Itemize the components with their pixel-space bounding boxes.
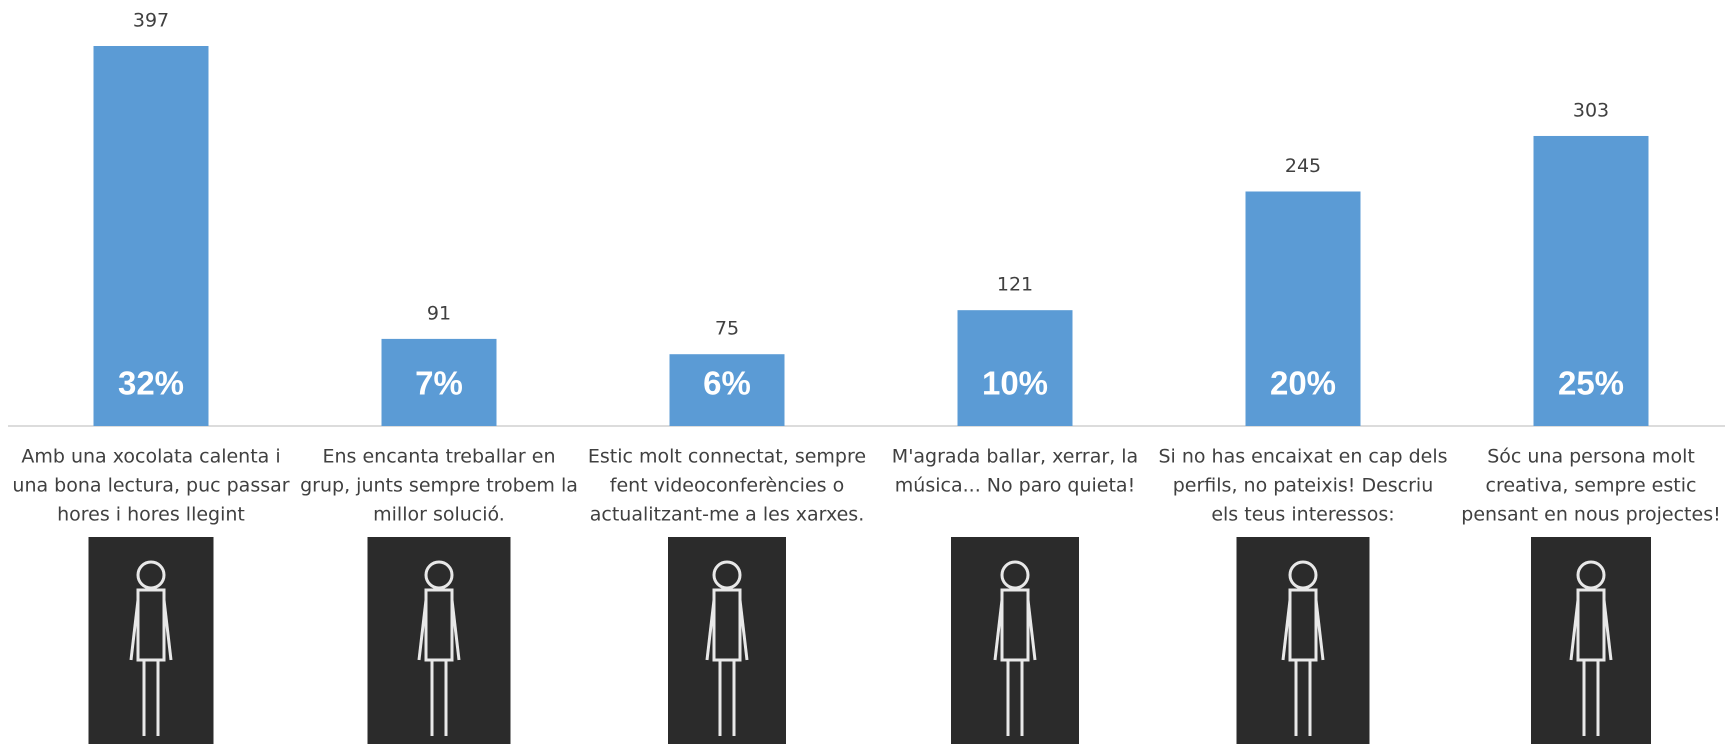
share-label: 10% bbox=[982, 365, 1048, 402]
illustration bbox=[1236, 537, 1370, 744]
figure-arm bbox=[417, 599, 428, 661]
illustration-background bbox=[668, 537, 786, 744]
figure-arm bbox=[993, 599, 1004, 661]
illustration bbox=[951, 537, 1079, 744]
category-label: millor solució. bbox=[373, 504, 505, 526]
figure-body bbox=[1000, 588, 1030, 662]
illustration-background bbox=[1236, 537, 1370, 744]
illustration bbox=[1531, 537, 1651, 744]
category-label: música... No paro quieta! bbox=[895, 475, 1135, 497]
figure-head bbox=[1288, 560, 1318, 590]
figure-head bbox=[136, 560, 166, 590]
illustration bbox=[367, 537, 511, 744]
figure-arm bbox=[1026, 599, 1037, 661]
category-label: actualitzant-me a les xarxes. bbox=[590, 504, 865, 526]
category-label: grup, junts sempre trobem la bbox=[300, 475, 578, 497]
share-label: 32% bbox=[118, 365, 184, 402]
value-label: 397 bbox=[133, 10, 169, 32]
figure-arm bbox=[450, 599, 461, 661]
bar bbox=[1245, 191, 1361, 426]
figure-head bbox=[1000, 560, 1030, 590]
category-label: Amb una xocolata calenta i bbox=[21, 446, 280, 468]
share-label: 7% bbox=[415, 365, 463, 402]
value-label: 121 bbox=[997, 274, 1033, 296]
illustration-background bbox=[88, 537, 214, 744]
figure-head bbox=[712, 560, 742, 590]
category-label: Estic molt connectat, sempre bbox=[588, 446, 866, 468]
figure-arm bbox=[1569, 599, 1580, 661]
category-label: M'agrada ballar, xerrar, la bbox=[892, 446, 1138, 468]
value-label: 303 bbox=[1573, 99, 1609, 121]
category-label: Ens encanta treballar en bbox=[322, 446, 555, 468]
category-label: creativa, sempre estic bbox=[1486, 475, 1697, 497]
figure-body bbox=[1576, 588, 1606, 662]
category-label: pensant en nous projectes! bbox=[1461, 504, 1720, 526]
figure-body bbox=[712, 588, 742, 662]
illustration-background bbox=[367, 537, 511, 744]
bar bbox=[381, 338, 497, 426]
illustration-background bbox=[1531, 537, 1651, 744]
share-label: 20% bbox=[1270, 365, 1336, 402]
figure-arm bbox=[738, 599, 749, 661]
category-label: perfils, no pateixis! Descriu bbox=[1173, 475, 1434, 497]
category-label: hores i hores llegint bbox=[57, 504, 245, 526]
bar bbox=[669, 354, 785, 426]
share-label: 25% bbox=[1558, 365, 1624, 402]
figure-body bbox=[136, 588, 166, 662]
figure-body bbox=[1288, 588, 1318, 662]
bar bbox=[1533, 135, 1649, 427]
illustration bbox=[668, 537, 786, 744]
figure-arm bbox=[1602, 599, 1613, 661]
bar bbox=[93, 46, 209, 426]
figure-body bbox=[424, 588, 454, 662]
category-label: els teus interessos: bbox=[1211, 504, 1394, 526]
illustration-background bbox=[951, 537, 1079, 744]
category-label: Sóc una persona molt bbox=[1487, 446, 1695, 468]
figure-arm bbox=[162, 599, 173, 661]
value-label: 245 bbox=[1285, 155, 1321, 177]
value-label: 91 bbox=[427, 302, 451, 324]
figure-arm bbox=[1281, 599, 1292, 661]
value-label: 75 bbox=[715, 318, 739, 340]
share-label: 6% bbox=[703, 365, 751, 402]
figure-arm bbox=[1314, 599, 1325, 661]
figure-arm bbox=[705, 599, 716, 661]
bar bbox=[957, 310, 1073, 426]
category-label: fent videoconferències o bbox=[610, 475, 844, 497]
category-label: Si no has encaixat en cap dels bbox=[1158, 446, 1447, 468]
category-label: una bona lectura, puc passar bbox=[12, 475, 289, 497]
figure-head bbox=[424, 560, 454, 590]
illustration bbox=[88, 537, 214, 744]
figure-head bbox=[1576, 560, 1606, 590]
figure-arm bbox=[129, 599, 140, 661]
